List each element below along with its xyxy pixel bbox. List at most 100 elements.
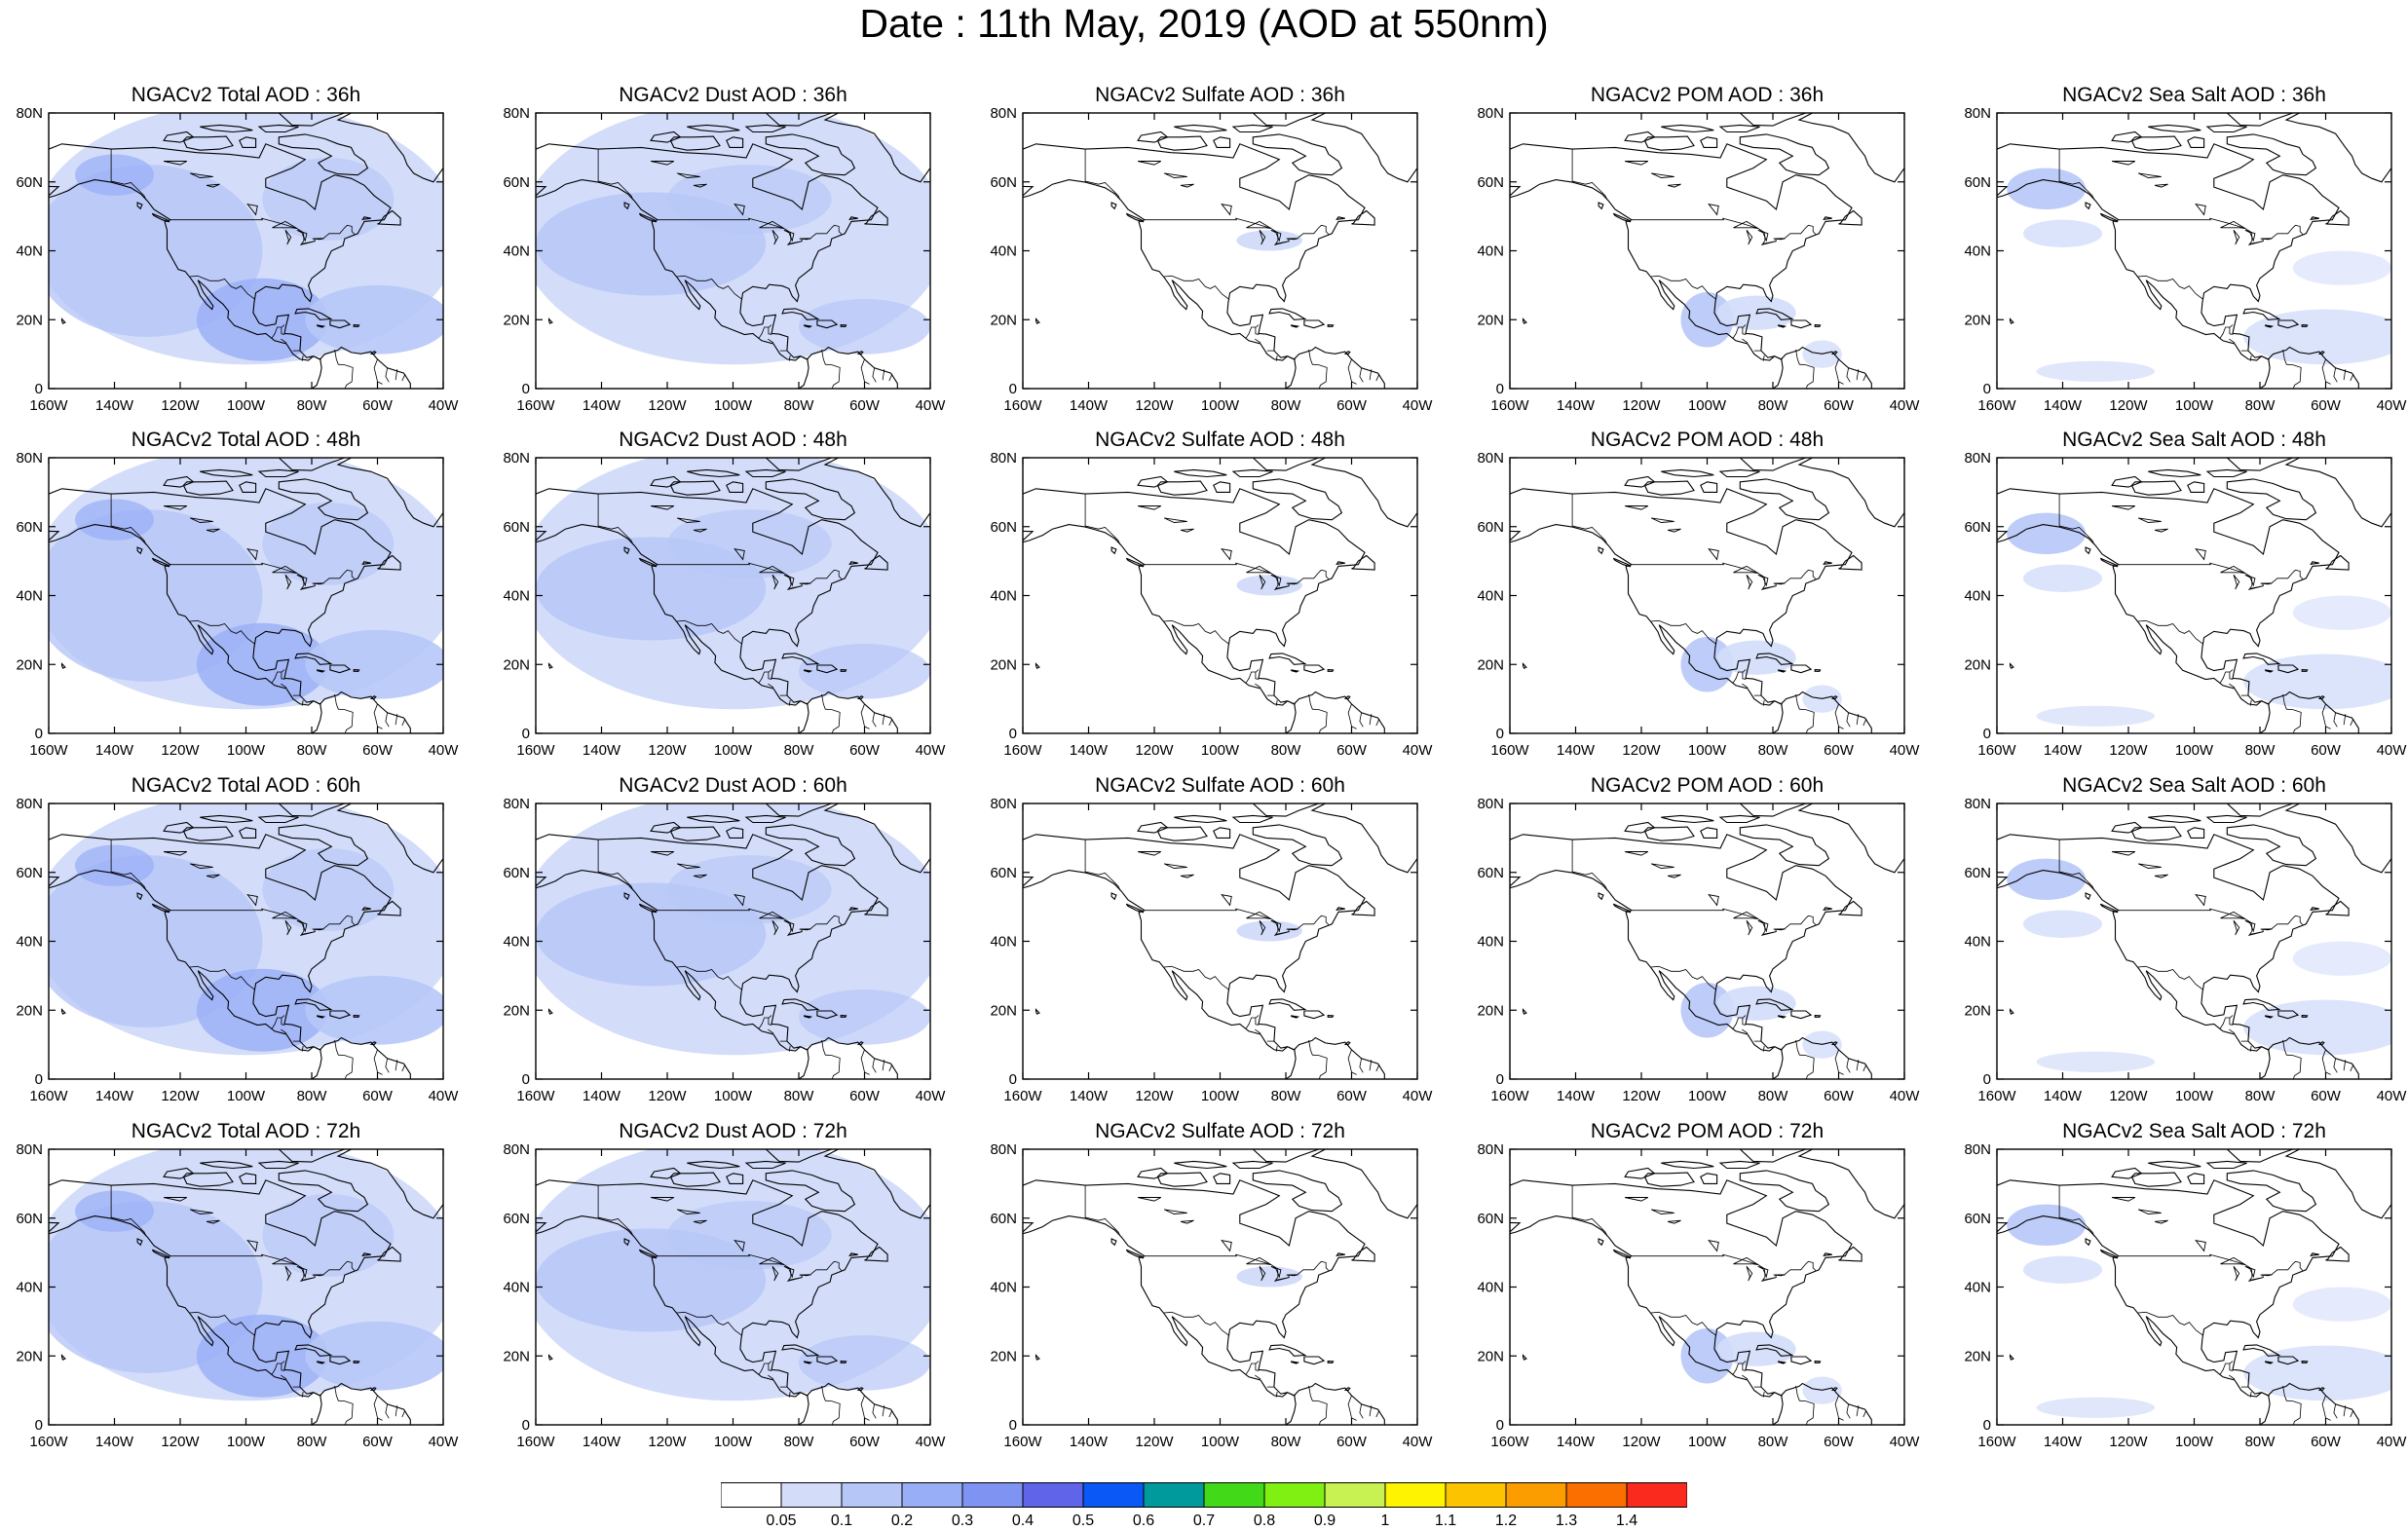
coastlines <box>1997 458 2391 733</box>
map-plot: 0 20N 40N 60N 80N 160W 140W 120W 100W 80W 60W 40W <box>990 105 1433 414</box>
border-line <box>2333 367 2338 383</box>
island-outline <box>1661 1160 1714 1170</box>
border-line <box>821 349 841 389</box>
map-panel-dust-72h: NGACv2 Dust AOD : 72h 0 20N 40N 60N 80N 160W 14… <box>487 1120 974 1461</box>
island-outline <box>2111 131 2143 143</box>
island-outline <box>687 124 740 133</box>
island-outline <box>816 1010 839 1020</box>
island-outline <box>781 998 820 1011</box>
border-line <box>395 369 398 381</box>
island-outline <box>377 900 401 916</box>
island-outline <box>60 662 66 669</box>
border-line <box>1084 493 1121 545</box>
lake-outline <box>189 1209 213 1214</box>
island-outline <box>1830 1387 1838 1392</box>
border-line <box>1631 217 1817 244</box>
border-line <box>657 908 843 935</box>
island-outline <box>547 317 553 324</box>
lon-tick-label: 40W <box>1890 1434 1921 1450</box>
island-outline <box>1252 478 1343 521</box>
border-line <box>888 1064 893 1072</box>
island-outline <box>1110 546 1117 555</box>
lake-outline <box>246 204 258 216</box>
lat-tick-label: 60N <box>1477 1211 1504 1227</box>
panel-title: NGACv2 Dust AOD : 48h <box>619 429 847 451</box>
border-line <box>281 683 287 689</box>
lat-tick-label: 20N <box>16 1002 43 1019</box>
political-borders <box>2058 148 2354 389</box>
coastlines <box>49 113 443 389</box>
lat-tick-label: 40N <box>1964 1280 1991 1296</box>
island-outline <box>1612 212 1632 223</box>
island-outline <box>2226 478 2317 521</box>
lon-tick-label: 40W <box>429 397 460 414</box>
lat-tick-label: 0 <box>35 381 43 397</box>
island-outline <box>2148 468 2201 478</box>
lake-outline <box>1667 183 1681 188</box>
border-line <box>1846 712 1851 728</box>
coastlines <box>536 803 930 1079</box>
lat-tick-label: 40N <box>503 243 530 260</box>
panel-title: NGACv2 POM AOD : 60h <box>1590 774 1825 797</box>
aod-shading <box>2292 1287 2391 1322</box>
political-borders <box>110 148 406 389</box>
lake-outline <box>676 517 700 523</box>
lon-tick-label: 80W <box>1758 1088 1789 1104</box>
lat-tick-label: 40N <box>503 588 530 605</box>
island-outline <box>823 458 930 528</box>
island-outline <box>2226 803 2293 817</box>
island-outline <box>257 124 299 133</box>
island-outline <box>1310 113 1417 183</box>
island-outline <box>623 202 630 210</box>
island-outline <box>2284 113 2391 183</box>
lat-tick-label: 20N <box>990 656 1017 673</box>
lake-outline <box>771 920 779 936</box>
map-plot: 0 20N 40N 60N 80N 160W 140W 120W 100W 80W 60W 40W <box>1964 450 2407 759</box>
coastlines <box>536 1149 930 1425</box>
map-panel-dust-36h: NGACv2 Dust AOD : 36h 0 20N 40N 60N 80N 160W 14… <box>487 84 974 425</box>
border-line <box>320 1394 321 1399</box>
border-line <box>2343 1405 2347 1417</box>
border-line <box>1781 1048 1783 1053</box>
lake-outline <box>1221 548 1232 561</box>
lake-outline <box>1259 575 1266 590</box>
lon-tick-label: 100W <box>227 742 266 759</box>
figure-title: Date : 11th May, 2019 (AOD at 550nm) <box>859 1 1549 46</box>
island-outline <box>1823 216 1832 221</box>
border-line <box>2321 1049 2331 1075</box>
island-outline <box>278 824 369 867</box>
lon-tick-label: 60W <box>1336 397 1368 414</box>
island-outline <box>547 662 553 669</box>
island-outline <box>163 475 195 488</box>
lon-tick-label: 120W <box>1622 1088 1661 1104</box>
island-outline <box>2325 209 2350 226</box>
border-line <box>169 908 356 935</box>
border-line <box>2219 1361 2234 1375</box>
lon-tick-label: 140W <box>583 397 621 414</box>
border-line <box>1245 324 1260 339</box>
continent-outline <box>1997 143 2359 389</box>
colorbar-label: 0.1 <box>831 1512 852 1527</box>
island-outline <box>353 1015 360 1018</box>
island-outline <box>2085 1238 2091 1247</box>
border-line <box>189 965 256 990</box>
border-line <box>189 275 256 300</box>
lat-tick-label: 80N <box>1964 1141 1991 1158</box>
island-outline <box>726 827 744 839</box>
aod-shading <box>196 968 328 1052</box>
lat-tick-label: 40N <box>16 588 43 605</box>
lon-tick-label: 80W <box>297 397 328 414</box>
island-outline <box>1661 814 1714 824</box>
island-outline <box>1174 468 1227 478</box>
border-line <box>597 1184 634 1237</box>
lon-tick-label: 40W <box>1890 742 1921 759</box>
border-line <box>1856 1405 1860 1417</box>
lake-outline <box>1625 851 1649 856</box>
border-line <box>1834 1049 1844 1075</box>
map-panel-total-72h: NGACv2 Total AOD : 72h 0 20N 40N 60N 80N 160W 1… <box>0 1120 487 1461</box>
island-outline <box>1814 1361 1822 1363</box>
island-outline <box>2310 907 2319 912</box>
aod-field <box>1023 113 1417 389</box>
border-line <box>334 693 354 733</box>
colorbar-label: 0.2 <box>891 1512 913 1527</box>
